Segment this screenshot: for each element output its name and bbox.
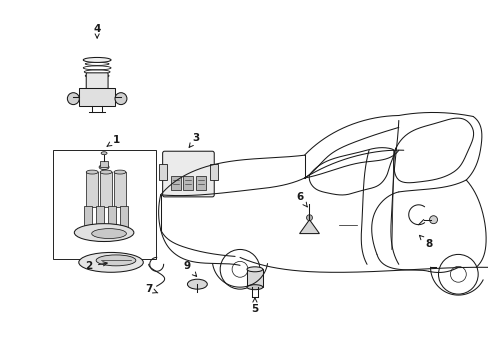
FancyBboxPatch shape	[163, 151, 214, 197]
Bar	[171, 176, 180, 190]
Text: 2: 2	[86, 261, 107, 271]
Ellipse shape	[96, 255, 136, 266]
Text: 1: 1	[107, 135, 120, 146]
Bar	[114, 172, 126, 207]
Ellipse shape	[99, 165, 109, 170]
Bar	[108, 206, 116, 230]
Ellipse shape	[247, 285, 263, 290]
Bar	[86, 172, 98, 207]
Bar	[100, 161, 108, 167]
Bar	[196, 176, 206, 190]
Circle shape	[68, 93, 79, 105]
Bar	[120, 206, 128, 230]
Ellipse shape	[100, 170, 112, 174]
Ellipse shape	[83, 58, 111, 62]
Text: 6: 6	[296, 192, 307, 207]
Text: 8: 8	[419, 235, 432, 249]
Text: 4: 4	[94, 24, 101, 38]
Bar	[100, 172, 112, 207]
Ellipse shape	[101, 152, 107, 155]
Bar	[96, 206, 104, 230]
Text: 3: 3	[189, 133, 200, 147]
Bar	[84, 206, 92, 230]
Bar	[247, 269, 263, 287]
Polygon shape	[299, 220, 319, 234]
Bar	[53, 150, 156, 260]
Bar	[210, 164, 218, 180]
Circle shape	[115, 93, 127, 105]
Ellipse shape	[86, 170, 98, 174]
Ellipse shape	[74, 224, 134, 242]
Ellipse shape	[188, 279, 207, 289]
Ellipse shape	[247, 267, 263, 272]
Text: 9: 9	[184, 261, 196, 276]
Bar	[183, 176, 194, 190]
Ellipse shape	[79, 252, 143, 272]
Ellipse shape	[92, 229, 126, 239]
Text: 7: 7	[145, 284, 158, 294]
Text: 5: 5	[251, 298, 259, 314]
Circle shape	[430, 216, 438, 224]
Circle shape	[307, 215, 313, 221]
Bar	[79, 88, 115, 105]
FancyBboxPatch shape	[86, 73, 108, 89]
Bar	[159, 164, 167, 180]
Ellipse shape	[114, 170, 126, 174]
